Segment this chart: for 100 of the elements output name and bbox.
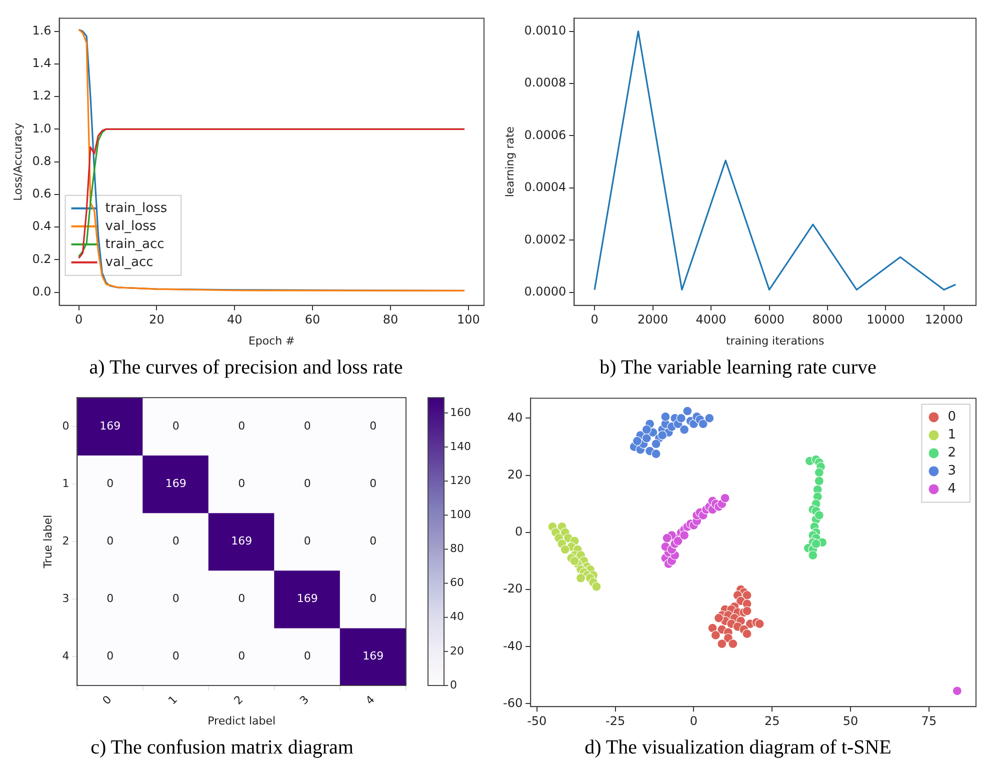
point bbox=[742, 606, 752, 616]
x-tick-label: 6000 bbox=[754, 312, 785, 327]
data-label: 0 bbox=[238, 592, 246, 605]
x-tick-label: 100 bbox=[456, 312, 480, 327]
point bbox=[560, 544, 570, 554]
legend-label: 4 bbox=[948, 482, 956, 497]
data-label: 0 bbox=[370, 419, 377, 432]
y-tick-label: 1.0 bbox=[32, 121, 52, 136]
x-tick-label: 75 bbox=[921, 714, 937, 728]
data-label: 0 bbox=[106, 650, 114, 663]
y-axis-title: True label bbox=[41, 514, 54, 570]
color-bar-label: 80 bbox=[450, 542, 464, 556]
y-tick-label: 0.0010 bbox=[524, 23, 566, 38]
legend-label: train_acc bbox=[105, 236, 164, 252]
point bbox=[676, 413, 686, 423]
x-tick-label: 2000 bbox=[638, 312, 668, 327]
data-label: 0 bbox=[370, 534, 377, 548]
point bbox=[651, 449, 661, 459]
data-label: 0 bbox=[238, 476, 246, 490]
y-tick-label: 3 bbox=[62, 592, 70, 605]
x-tick-label: -25 bbox=[605, 714, 626, 728]
data-label: 0 bbox=[304, 419, 311, 432]
point bbox=[808, 550, 818, 560]
data-label: 0 bbox=[370, 476, 377, 490]
x-tick-label: 0 bbox=[590, 312, 598, 327]
point bbox=[811, 539, 821, 549]
data-label: 0 bbox=[106, 592, 114, 605]
color-bar-label: 20 bbox=[450, 644, 464, 658]
color-bar-label: 120 bbox=[450, 474, 471, 487]
y-tick-label: 0.0004 bbox=[524, 180, 566, 194]
data-label: 0 bbox=[370, 592, 377, 605]
y-tick-label: 1 bbox=[62, 476, 70, 490]
x-tick-label: 1 bbox=[166, 693, 180, 708]
color-bar-label: 140 bbox=[450, 440, 471, 453]
data-label: 169 bbox=[100, 419, 121, 432]
text: d) The visualization diagram of t-SNE bbox=[584, 736, 892, 758]
y-tick-label: 0.0 bbox=[32, 284, 52, 298]
y-tick-label: 0 bbox=[62, 419, 70, 432]
legend-label: 2 bbox=[948, 446, 956, 461]
y-tick-label: 0.0006 bbox=[524, 128, 566, 142]
x-tick-label: 25 bbox=[764, 714, 780, 728]
text: a) The curves of precision and loss rate bbox=[89, 356, 403, 378]
x-tick-label: 60 bbox=[304, 312, 320, 327]
legend-label: train_loss bbox=[105, 200, 168, 216]
x-tick-label: 8000 bbox=[812, 312, 843, 327]
data-label: 0 bbox=[238, 650, 246, 663]
y-tick-label: 0.4 bbox=[32, 219, 52, 234]
y-tick-label: 0.8 bbox=[32, 154, 52, 168]
y-tick-label: 0.6 bbox=[32, 186, 52, 201]
data-label: 0 bbox=[304, 534, 311, 548]
data-label: 0 bbox=[172, 650, 180, 663]
point bbox=[754, 618, 764, 629]
color-bar-label: 160 bbox=[450, 406, 471, 419]
legend-label: 1 bbox=[948, 428, 956, 443]
point bbox=[814, 468, 824, 478]
point bbox=[742, 628, 752, 639]
y-tick-label: 0.0008 bbox=[524, 76, 566, 90]
y-tick-label: 20 bbox=[507, 467, 523, 482]
x-tick-label: 12000 bbox=[924, 312, 964, 327]
y-tick-label: 1.6 bbox=[32, 23, 52, 38]
point bbox=[728, 638, 738, 649]
point bbox=[710, 630, 720, 640]
data-label: 169 bbox=[231, 534, 252, 548]
y-axis-title: learning rate bbox=[503, 126, 516, 198]
y-tick-label: -40 bbox=[502, 638, 523, 653]
y-tick-label: 0.0002 bbox=[524, 232, 566, 246]
point bbox=[708, 623, 718, 633]
data-label: 0 bbox=[172, 419, 180, 432]
point bbox=[717, 638, 727, 649]
y-tick-label: 0 bbox=[514, 524, 523, 539]
data-label: 0 bbox=[106, 534, 114, 548]
x-axis-title: training iterations bbox=[726, 334, 825, 348]
legend-label: val_loss bbox=[105, 218, 156, 234]
x-tick-label: 4000 bbox=[696, 312, 726, 327]
point bbox=[576, 573, 586, 583]
point bbox=[658, 430, 668, 440]
point bbox=[714, 613, 724, 623]
color-bar-label: 0 bbox=[450, 678, 457, 692]
x-axis-title: Epoch # bbox=[248, 334, 295, 348]
x-tick-label: 4 bbox=[363, 693, 378, 708]
text: b) The variable learning rate curve bbox=[600, 356, 876, 378]
x-tick-label: 20 bbox=[149, 312, 164, 327]
point bbox=[642, 424, 652, 434]
data-label: 0 bbox=[304, 650, 311, 663]
y-tick-label: -20 bbox=[502, 582, 523, 596]
data-label: 169 bbox=[165, 476, 186, 490]
point bbox=[642, 433, 652, 443]
point bbox=[952, 686, 962, 696]
color-bar-label: 40 bbox=[450, 610, 464, 624]
y-tick-label: 1.2 bbox=[32, 88, 52, 103]
text: c) The confusion matrix diagram bbox=[90, 736, 354, 758]
point bbox=[679, 530, 690, 540]
point bbox=[814, 510, 824, 520]
y-tick-label: 4 bbox=[62, 650, 70, 663]
x-tick-label: -50 bbox=[527, 714, 547, 728]
x-tick-label: 0 bbox=[100, 693, 114, 708]
y-tick-label: 40 bbox=[507, 410, 523, 424]
point bbox=[814, 476, 824, 486]
y-tick-label: 1.4 bbox=[32, 56, 52, 70]
point bbox=[632, 436, 642, 446]
